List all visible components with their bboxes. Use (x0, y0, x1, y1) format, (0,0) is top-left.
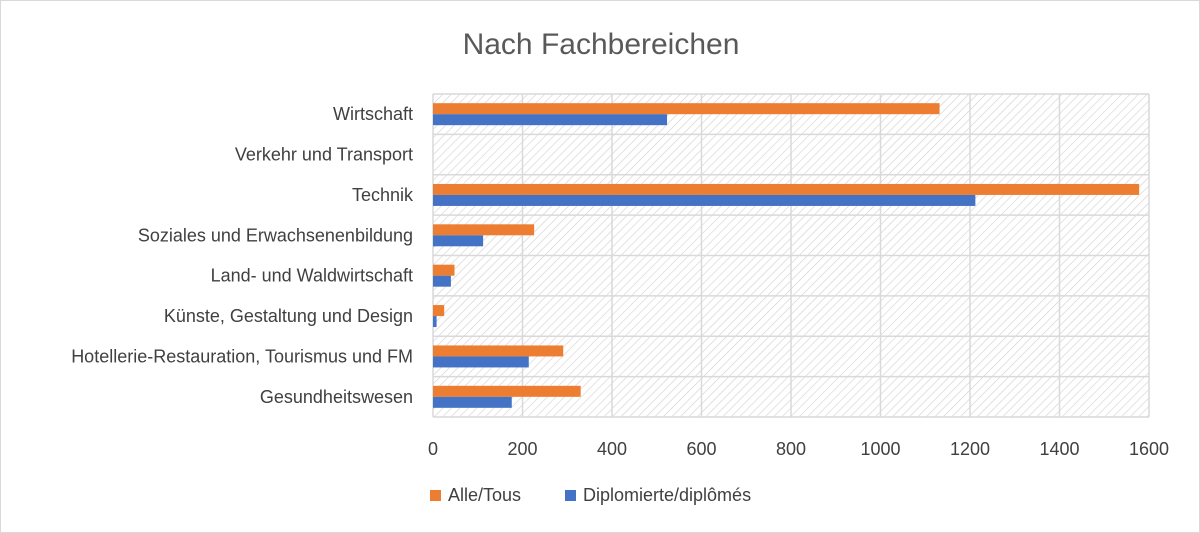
x-tick-label: 1000 (860, 439, 900, 459)
bar-diplomierte-5 (433, 316, 437, 328)
bar-alle-tous-2 (433, 183, 1140, 195)
category-label: Hotellerie-Restauration, Tourismus und F… (71, 346, 413, 366)
chart-title: Nach Fachbereichen (463, 28, 740, 61)
x-tick-label: 400 (597, 439, 627, 459)
gridlines (432, 93, 1150, 418)
category-label: Künste, Gestaltung und Design (164, 306, 413, 326)
x-tick-label: 800 (776, 439, 806, 459)
bar-alle-tous-4 (433, 264, 455, 276)
category-label: Verkehr und Transport (235, 145, 413, 165)
x-tick-label: 1200 (950, 439, 990, 459)
bar-diplomierte-7 (433, 396, 512, 408)
bar-alle-tous-6 (433, 345, 564, 357)
x-axis-tick-labels: 0 200 400 600 800 1000 1200 1400 1600 (428, 439, 1169, 459)
x-tick-label: 1400 (1039, 439, 1079, 459)
bar-alle-tous-3 (433, 224, 535, 236)
category-label: Soziales und Erwachsenenbildung (138, 225, 413, 245)
category-labels: Wirtschaft Verkehr und Transport Technik So… (71, 104, 414, 407)
x-tick-label: 200 (507, 439, 537, 459)
bar-alle-tous-7 (433, 385, 581, 397)
bar-diplomierte-3 (433, 235, 484, 247)
legend-swatch (430, 490, 441, 501)
category-label: Gesundheitswesen (260, 387, 413, 407)
legend: Alle/Tous Diplomierte/diplômés (430, 485, 751, 505)
bar-diplomierte-4 (433, 275, 451, 287)
legend-label: Alle/Tous (448, 485, 521, 505)
bar-diplomierte-6 (433, 356, 529, 368)
bar-diplomierte-2 (433, 194, 976, 206)
bar-alle-tous-5 (433, 305, 445, 317)
category-label: Land- und Waldwirtschaft (211, 266, 413, 286)
x-tick-label: 1600 (1129, 439, 1169, 459)
bars (433, 103, 1140, 408)
bar-diplomierte-0 (433, 114, 668, 126)
category-label: Wirtschaft (333, 104, 413, 124)
x-tick-label: 0 (428, 439, 438, 459)
legend-swatch (565, 490, 576, 501)
legend-label: Diplomierte/diplômés (583, 485, 751, 505)
bar-alle-tous-0 (433, 103, 940, 115)
x-tick-label: 600 (686, 439, 716, 459)
category-label: Technik (352, 185, 414, 205)
